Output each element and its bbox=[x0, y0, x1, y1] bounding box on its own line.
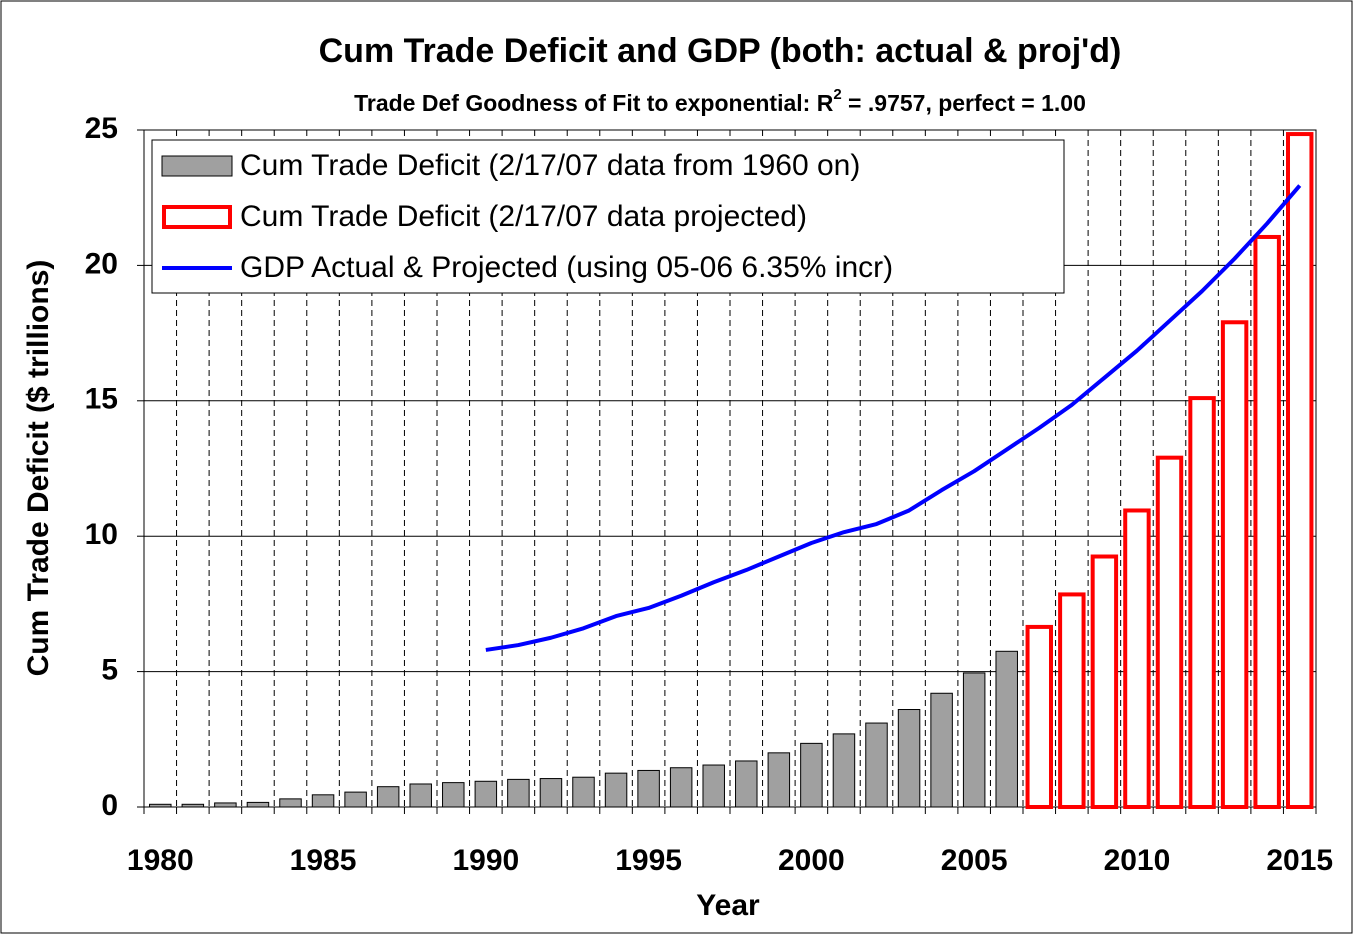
legend-box bbox=[151, 139, 1065, 294]
bar bbox=[930, 692, 953, 808]
bar bbox=[1188, 396, 1216, 809]
bar bbox=[1220, 320, 1249, 809]
bar bbox=[344, 791, 367, 808]
y-tick-label: 20 bbox=[85, 247, 118, 280]
bar bbox=[279, 798, 302, 808]
legend-label: Cum Trade Deficit (2/17/07 data projecte… bbox=[240, 200, 807, 233]
bar bbox=[1058, 592, 1086, 809]
bar bbox=[669, 767, 693, 808]
subtitle-part: Trade Def Goodness of Fit to exponential… bbox=[354, 90, 834, 116]
bar bbox=[539, 778, 563, 808]
bar bbox=[1155, 455, 1184, 809]
legend-swatch bbox=[161, 155, 233, 177]
bar bbox=[604, 772, 628, 808]
x-tick-label: 1990 bbox=[452, 844, 519, 877]
bar bbox=[1025, 624, 1053, 810]
bar bbox=[800, 742, 823, 808]
y-tick-label: 25 bbox=[85, 112, 118, 145]
x-tick-label: 1985 bbox=[290, 844, 357, 877]
bar bbox=[735, 760, 758, 808]
x-tick-label: 2010 bbox=[1104, 844, 1171, 877]
bar bbox=[1286, 132, 1314, 809]
bar bbox=[376, 786, 400, 808]
bar bbox=[474, 780, 498, 808]
subtitle-sup: 2 bbox=[833, 86, 841, 103]
bar bbox=[442, 782, 465, 808]
bar bbox=[897, 709, 921, 808]
x-axis-title: Year bbox=[696, 889, 760, 922]
legend-label: Cum Trade Deficit (2/17/07 data from 196… bbox=[240, 149, 860, 182]
y-tick-label: 15 bbox=[85, 383, 118, 416]
bar bbox=[1090, 554, 1119, 810]
subtitle-part: = .9757, perfect = 1.00 bbox=[842, 90, 1086, 116]
y-axis-title: Cum Trade Deficit ($ trillions) bbox=[22, 260, 55, 677]
bar bbox=[767, 752, 791, 808]
bar bbox=[507, 778, 530, 808]
y-tick-label: 0 bbox=[101, 789, 118, 822]
legend-label: GDP Actual & Projected (using 05-06 6.35… bbox=[240, 251, 893, 284]
bar bbox=[409, 783, 432, 808]
x-tick-label: 2015 bbox=[1266, 844, 1333, 877]
bar bbox=[181, 803, 205, 808]
y-tick-label: 5 bbox=[101, 654, 118, 687]
y-tick-label: 10 bbox=[85, 518, 118, 551]
bar bbox=[865, 722, 888, 808]
x-tick-label: 2005 bbox=[941, 844, 1008, 877]
x-tick-label: 2000 bbox=[778, 844, 845, 877]
bar bbox=[1123, 508, 1151, 809]
x-tick-label: 1995 bbox=[615, 844, 682, 877]
bar bbox=[214, 802, 237, 808]
bar bbox=[311, 794, 335, 808]
bar bbox=[832, 733, 856, 808]
bar bbox=[995, 650, 1018, 808]
bar bbox=[637, 769, 660, 808]
bar bbox=[246, 801, 270, 808]
bar bbox=[702, 764, 725, 808]
bar bbox=[149, 803, 172, 808]
bar bbox=[1253, 234, 1281, 809]
bar bbox=[962, 672, 986, 808]
bar bbox=[572, 776, 595, 808]
legend-swatch bbox=[162, 205, 232, 229]
chart-title: Cum Trade Deficit and GDP (both: actual … bbox=[319, 32, 1122, 70]
x-tick-label: 1980 bbox=[127, 844, 194, 877]
chart-subtitle: Trade Def Goodness of Fit to exponential… bbox=[354, 86, 1086, 116]
line bbox=[485, 184, 1302, 652]
